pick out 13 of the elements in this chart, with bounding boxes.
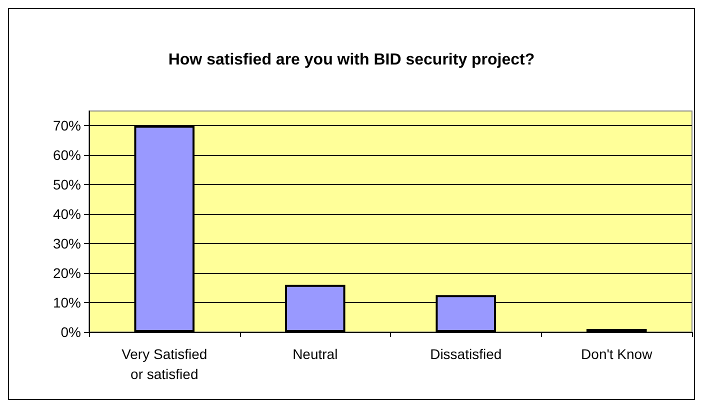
y-tick-label: 60% <box>52 147 81 164</box>
y-tick-label: 70% <box>52 118 81 134</box>
y-tick-label: 10% <box>52 294 81 311</box>
y-tick-label: 40% <box>52 206 81 222</box>
y-tick-label: 50% <box>52 176 81 193</box>
y-tick-label: 30% <box>52 236 81 252</box>
x-tick-label: Neutral <box>292 346 338 362</box>
y-tick-label: 20% <box>52 265 81 282</box>
chart-title: How satisfied are you with BID security project? <box>168 52 535 68</box>
y-tick-label: 0% <box>60 324 81 340</box>
x-tick-label: Don't Know <box>581 346 654 362</box>
x-tick-label: Dissatisfied <box>430 346 502 362</box>
x-tick-label: Very Satisfied or satisfied <box>122 346 208 382</box>
